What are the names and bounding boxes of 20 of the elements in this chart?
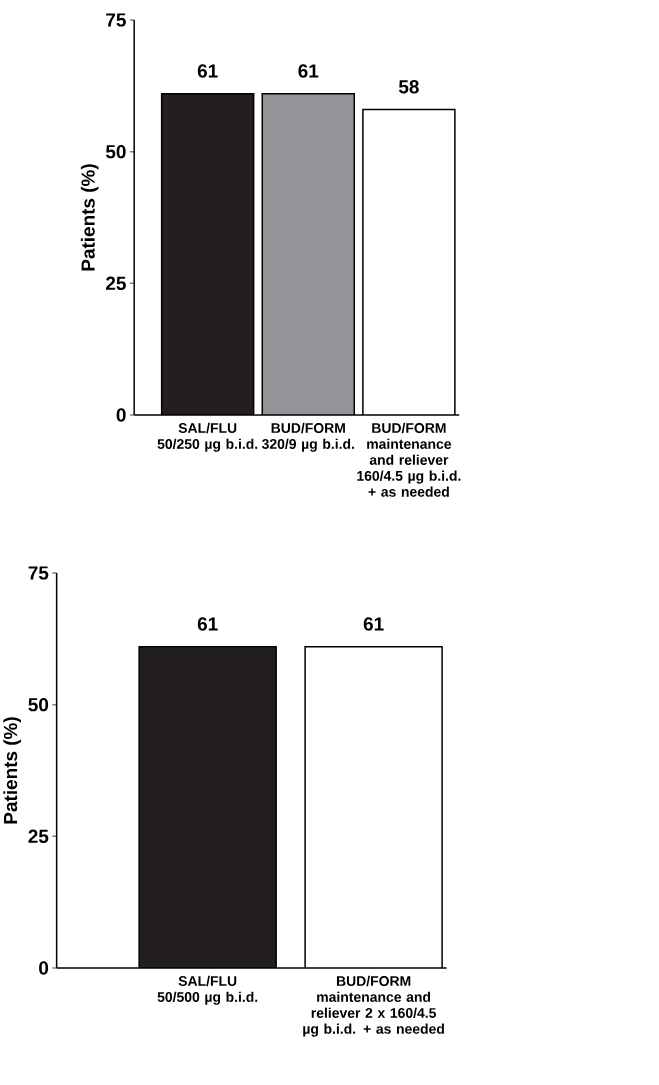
data-label: 61 <box>298 64 319 78</box>
data-label: 61 <box>363 617 384 631</box>
y-tick-label: 75 <box>28 566 49 580</box>
y-tick-label: 0 <box>116 408 126 422</box>
y-tick-label: 25 <box>28 829 49 844</box>
x-tick-label: SAL/FLU 50/250 µg b.i.d. <box>157 422 258 452</box>
y-tick-label: 50 <box>28 697 49 712</box>
x-tick-label: BUD/FORM 320/9 µg b.i.d. <box>262 422 355 452</box>
y-tick-label: 25 <box>106 276 127 291</box>
y-tick-label: 0 <box>39 961 49 975</box>
y-axis-title: Patients (%) <box>3 717 22 824</box>
data-label: 58 <box>399 80 419 94</box>
y-tick-label: 75 <box>106 13 127 27</box>
data-label: 61 <box>197 617 218 631</box>
data-label: 61 <box>197 64 218 78</box>
x-tick-label: BUD/FORM maintenance and reliever 160/4.5 µg b.i.d. + as needed <box>357 422 461 497</box>
x-tick-label: BUD/FORM maintenance and reliever 2 x 160/4.5 µg b.i.d. + as needed <box>303 975 445 1037</box>
y-axis-title: Patients (%) <box>81 164 99 271</box>
x-tick-label: SAL/FLU 50/500 µg b.i.d. <box>157 975 258 1005</box>
y-tick-label: 50 <box>106 144 126 159</box>
